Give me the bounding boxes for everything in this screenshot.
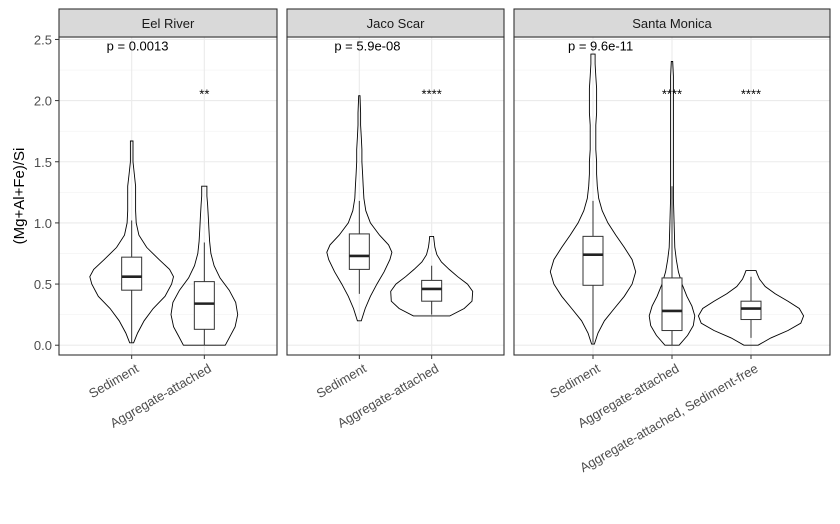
y-tick-label: 1.5 [34,155,52,170]
panel-background [287,37,504,355]
significance-label: **** [741,86,761,101]
p-value-label: p = 0.0013 [107,39,169,54]
violin-shape [549,53,637,345]
iqr-box [121,256,143,291]
violin-shape [390,235,474,317]
significance-label: ** [199,86,209,101]
violin-shape [697,270,805,346]
iqr-box [193,281,215,330]
iqr-box [740,300,762,321]
y-tick-label: 0.0 [34,338,52,353]
panel-strip [286,8,505,38]
panel-background [59,37,277,355]
p-value-label: p = 9.6e-11 [568,39,633,54]
panel-title: Jaco Scar [367,16,425,31]
y-tick-label: 1.0 [34,216,52,231]
iqr-box [421,279,443,302]
panel-santa-monica: Sediment****Aggregate-attached****Aggreg… [513,8,831,475]
y-tick-label: 2.0 [34,94,52,109]
significance-label: **** [422,86,442,101]
y-tick-label: 2.5 [34,32,52,47]
y-tick-label: 0.5 [34,277,52,292]
iqr-box [582,235,604,286]
iqr-box [661,277,683,332]
violin-shape [170,185,239,346]
panel-strip [513,8,831,38]
y-axis-label: (Mg+Al+Fe)/Si [11,148,28,245]
violin-shape [326,95,393,322]
significance-label: **** [662,86,682,101]
x-tick-label: Sediment [547,360,602,401]
iqr-box [348,233,370,270]
x-tick-label: Sediment [86,360,141,401]
x-tick-label: Sediment [314,360,369,401]
panel-title: Eel River [142,16,195,31]
panel-strip [58,8,278,38]
panel-title: Santa Monica [632,16,712,31]
p-value-label: p = 5.9e-08 [334,39,400,54]
violin-shape [89,140,174,344]
